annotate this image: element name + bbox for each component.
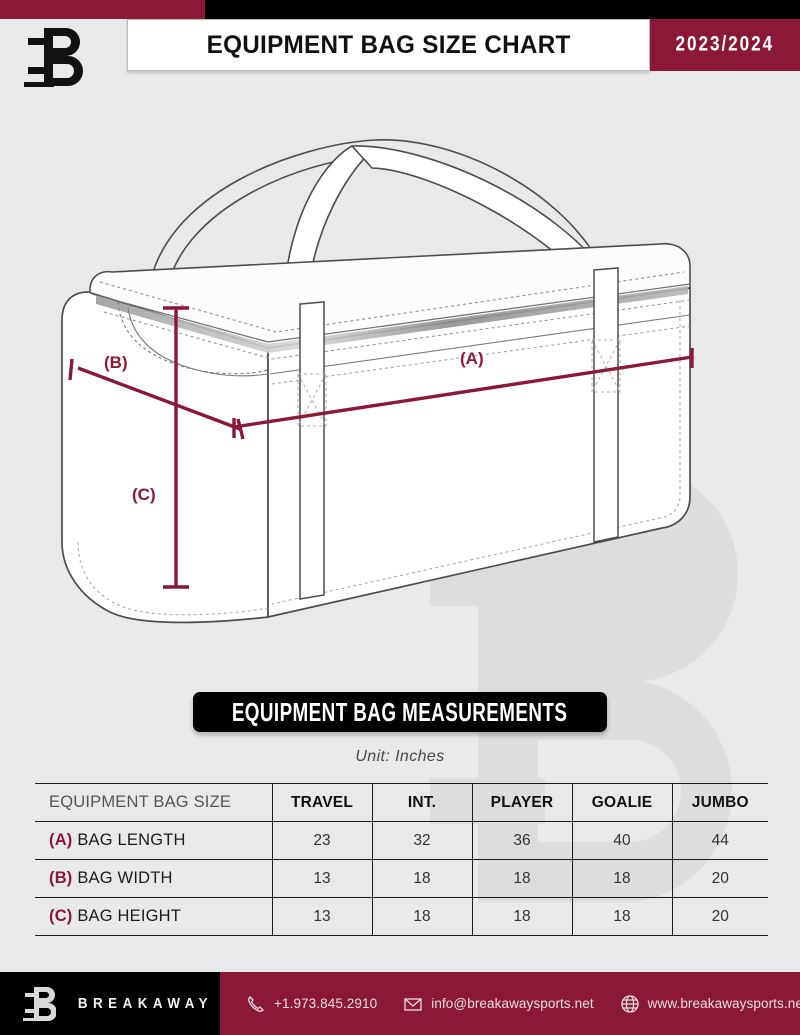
equipment-bag-illustration: (A) (B) (C) (61, 139, 694, 624)
row-key-b: (B) (49, 869, 73, 887)
footer-phone-text: +1.973.845.2910 (274, 996, 378, 1011)
page-title-bar: EQUIPMENT BAG SIZE CHART (127, 19, 650, 71)
cell-width-travel: 13 (272, 859, 373, 898)
dimension-label-c: (C) (132, 485, 156, 504)
footer-brand-block: BREAKAWAY (0, 972, 220, 1035)
cell-height-jumbo: 20 (672, 897, 768, 936)
footer-brand-name: BREAKAWAY (77, 995, 214, 1012)
row-name-b: BAG WIDTH (77, 869, 173, 887)
season-label: 2023/2024 (675, 32, 775, 56)
measurements-banner-label: EQUIPMENT BAG MEASUREMENTS (232, 696, 568, 726)
unit-note: Unit: Inches (355, 748, 445, 765)
footer-contact-website[interactable]: www.breakawaysports.net (620, 994, 800, 1014)
table-header-row: EQUIPMENT BAG SIZE TRAVEL INT. PLAYER GO… (35, 783, 768, 822)
column-header-player: PLAYER (472, 783, 573, 822)
cell-height-goalie: 18 (572, 897, 673, 936)
row-label-bag-length: (A) BAG LENGTH (35, 821, 273, 860)
table-row: (A) BAG LENGTH 23 32 36 40 44 (35, 821, 768, 860)
cell-height-int: 18 (372, 897, 473, 936)
cell-height-travel: 13 (272, 897, 373, 936)
footer-email-text: info@breakawaysports.net (431, 996, 594, 1011)
table-row: (B) BAG WIDTH 13 18 18 18 20 (35, 859, 768, 898)
page-footer: BREAKAWAY +1.973.845.2910 info@breakaway… (0, 972, 800, 1035)
row-key-a: (A) (49, 831, 73, 849)
cell-width-jumbo: 20 (672, 859, 768, 898)
top-accent-bar-black (205, 0, 800, 19)
size-table-wrapper: EQUIPMENT BAG SIZE TRAVEL INT. PLAYER GO… (35, 783, 768, 936)
dimension-label-a: (A) (460, 349, 484, 368)
footer-contact-phone[interactable]: +1.973.845.2910 (246, 994, 377, 1014)
row-label-bag-width: (B) BAG WIDTH (35, 859, 273, 898)
row-label-bag-height: (C) BAG HEIGHT (35, 897, 273, 936)
column-header-jumbo: JUMBO (672, 783, 768, 822)
size-chart-table: EQUIPMENT BAG SIZE TRAVEL INT. PLAYER GO… (35, 783, 768, 936)
column-header-int: INT. (372, 783, 473, 822)
cell-length-jumbo: 44 (672, 821, 768, 860)
cell-length-travel: 23 (272, 821, 373, 860)
breakaway-b-logo-icon (24, 28, 83, 87)
row-name-a: BAG LENGTH (77, 831, 186, 849)
cell-width-player: 18 (472, 859, 573, 898)
season-badge: 2023/2024 (650, 19, 800, 71)
cell-length-goalie: 40 (572, 821, 673, 860)
dimension-label-b: (B) (104, 353, 128, 372)
table-corner-label: EQUIPMENT BAG SIZE (35, 783, 273, 822)
breakaway-b-logo-icon (23, 986, 56, 1021)
measurements-banner: EQUIPMENT BAG MEASUREMENTS (193, 692, 607, 732)
table-row: (C) BAG HEIGHT 13 18 18 18 20 (35, 897, 768, 936)
page-title: EQUIPMENT BAG SIZE CHART (206, 30, 571, 59)
cell-width-goalie: 18 (572, 859, 673, 898)
row-key-c: (C) (49, 907, 73, 925)
footer-contact-email[interactable]: info@breakawaysports.net (403, 994, 594, 1014)
globe-icon (621, 994, 639, 1013)
cell-height-player: 18 (472, 897, 573, 936)
row-name-c: BAG HEIGHT (77, 907, 182, 925)
cell-length-player: 36 (472, 821, 573, 860)
footer-website-text: www.breakawaysports.net (647, 996, 800, 1011)
dimension-lines (68, 306, 694, 589)
column-header-goalie: GOALIE (572, 783, 673, 822)
column-header-travel: TRAVEL (272, 783, 373, 822)
cell-width-int: 18 (372, 859, 473, 898)
top-accent-bar-maroon (0, 0, 205, 19)
email-icon (404, 997, 422, 1011)
cell-length-int: 32 (372, 821, 473, 860)
phone-icon (248, 995, 264, 1012)
footer-contact-block: +1.973.845.2910 info@breakawaysports.net… (220, 972, 800, 1035)
